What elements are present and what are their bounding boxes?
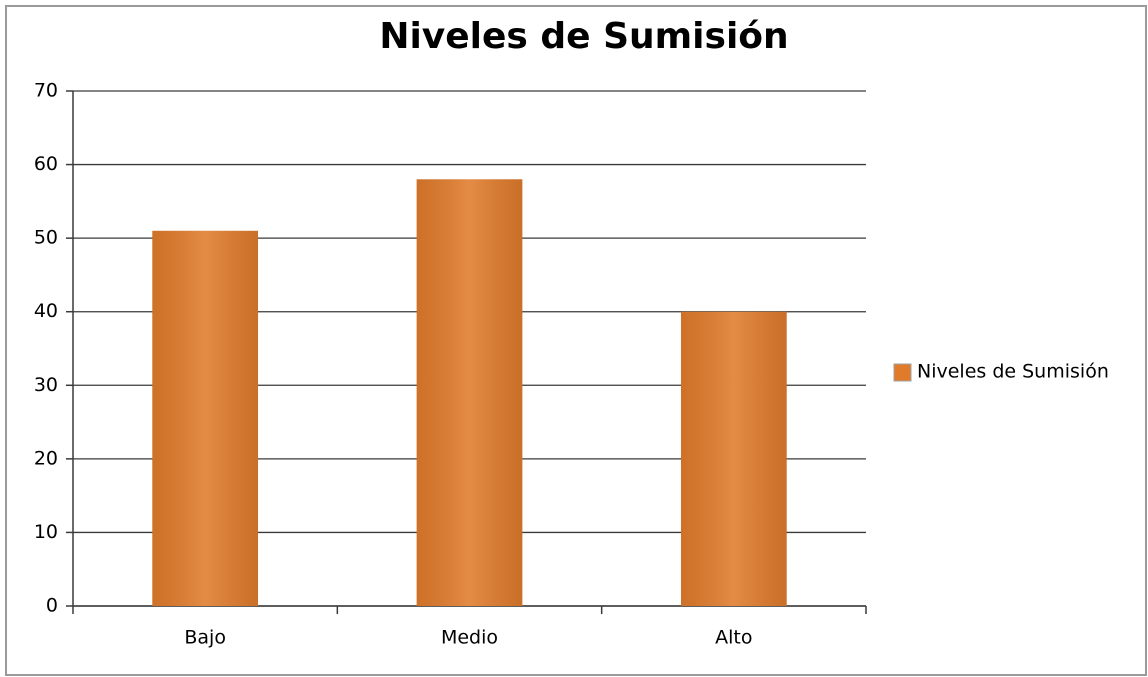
y-tick-label: 70 [34, 80, 58, 102]
y-tick-label: 20 [34, 447, 58, 469]
y-tick-label: 40 [34, 300, 58, 322]
x-tick-label: Bajo [184, 627, 226, 649]
y-tick-label: 50 [34, 227, 58, 249]
bar-shade [680, 311, 787, 606]
legend-swatch [893, 363, 912, 382]
x-tick-label: Medio [441, 627, 498, 649]
y-tick-label: 10 [34, 521, 58, 543]
bar-shade [152, 230, 259, 607]
y-tick-label: 0 [46, 595, 58, 617]
bar-shade [416, 179, 523, 607]
y-tick-label: 60 [34, 153, 58, 175]
x-tick-label: Alto [715, 627, 752, 649]
y-tick-label: 30 [34, 374, 58, 396]
legend-label: Niveles de Sumisión [917, 361, 1109, 383]
chart-title: Niveles de Sumisión [379, 16, 788, 57]
